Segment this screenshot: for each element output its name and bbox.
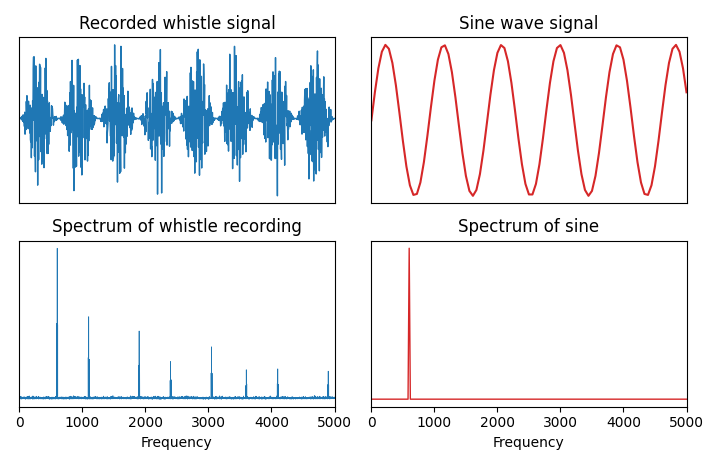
Title: Recorded whistle signal: Recorded whistle signal xyxy=(78,15,275,33)
Title: Sine wave signal: Sine wave signal xyxy=(459,15,599,33)
X-axis label: Frequency: Frequency xyxy=(141,436,213,450)
X-axis label: Frequency: Frequency xyxy=(493,436,565,450)
Title: Spectrum of whistle recording: Spectrum of whistle recording xyxy=(52,219,302,236)
Title: Spectrum of sine: Spectrum of sine xyxy=(459,219,600,236)
